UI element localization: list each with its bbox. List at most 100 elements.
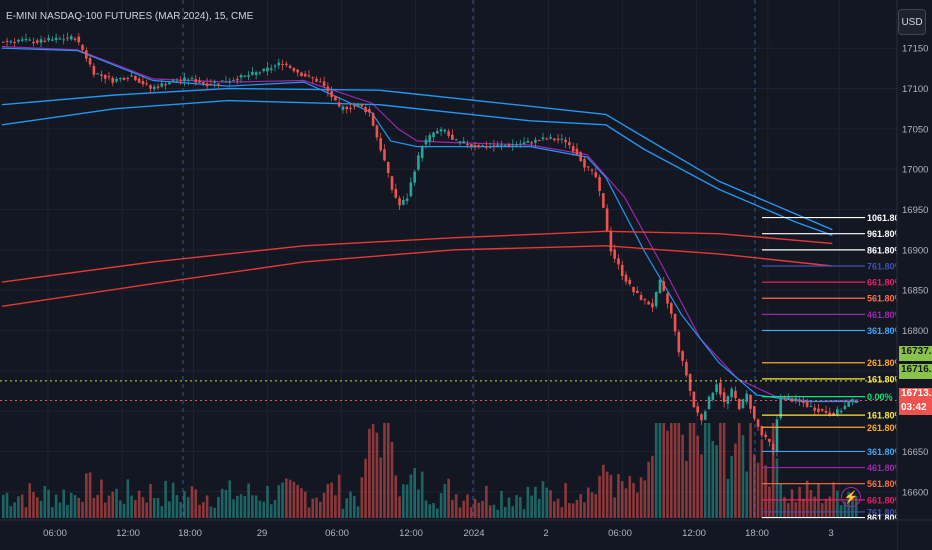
volume-bar [2,494,5,518]
candle-body [530,142,533,144]
candle-body [341,106,345,110]
candle-body [356,103,360,107]
volume-bar [590,492,594,518]
candle-body [103,74,107,79]
volume-bar [17,496,20,518]
x-tick-label: 06:00 [608,528,632,539]
candle-body [405,198,409,201]
volume-bar [402,484,405,518]
volume-bar [843,501,847,518]
volume-bar [552,501,556,518]
candle-body [371,113,375,126]
volume-bar [443,484,447,518]
candle-body [130,75,133,77]
volume-bar [311,498,315,518]
volume-bar [20,494,24,518]
countdown-tag: 03:42 [899,402,932,415]
volume-bar [130,495,133,518]
candle-body [575,148,579,155]
candle-body [5,40,9,42]
volume-bar [771,423,775,518]
volume-bar [368,428,371,518]
volume-bar [756,462,760,518]
candle-body [115,78,118,82]
volume-bar [703,423,707,518]
volume-bar [160,506,164,518]
volume-bar [77,497,81,518]
volume-bar [594,494,598,518]
candle-body [62,39,65,41]
candle-body [832,413,835,416]
volume-bar [564,483,567,518]
candle-body [322,81,326,86]
volume-bar [202,502,205,518]
volume-bar [107,495,111,518]
fib-level-label: 861.80% [867,513,903,523]
candle-body [224,81,228,83]
fib-level-label: 1061.80% [867,213,908,223]
candle-body [345,106,349,110]
candle-body [658,279,662,294]
candle-body [779,398,783,419]
volume-bar [500,490,503,518]
volume-bar [285,478,288,518]
candle-body [134,76,137,81]
candle-body [409,182,413,197]
volume-bar [613,497,616,518]
volume-bar [73,495,77,518]
volume-bar [666,430,669,518]
x-tick-label: 2 [543,528,548,539]
currency-button[interactable]: USD [898,9,926,35]
candle-body [213,81,216,83]
volume-bar [760,439,764,518]
candle-body [730,388,733,398]
volume-bar [334,495,337,518]
candle-body [32,41,35,44]
candle-body [854,401,858,403]
volume-bar [605,471,609,518]
candle-body [654,291,658,307]
volume-bar [220,488,224,518]
candle-body [220,80,224,82]
volume-bar [462,500,466,518]
candle-body [152,86,156,90]
fib-level-label: 761.80% [867,507,903,517]
candle-body [2,41,5,43]
candle-body [802,401,805,404]
volume-bar [69,492,73,518]
x-tick-label: 29 [257,528,268,539]
volume-bar [183,491,186,518]
lightning-icon[interactable]: ⚡ [841,487,861,507]
volume-bar [413,468,416,518]
volume-bar [432,503,435,518]
volume-bar [428,504,432,518]
candle-body [107,76,111,78]
volume-bar [394,475,398,518]
candle-body [590,169,594,171]
volume-bar [217,496,220,518]
candle-body [571,146,575,152]
x-tick-label: 12:00 [682,528,706,539]
candle-body [137,78,141,83]
volume-bar [145,502,149,518]
candle-body [183,77,186,82]
volume-bar [390,441,394,518]
candle-body [586,166,590,168]
volume-bar [39,500,43,518]
candle-body [35,40,39,43]
y-tick-label: 16600 [902,487,928,498]
volume-bar [58,502,62,518]
candle-body [66,37,69,39]
candle-body [469,144,473,147]
candle-body [205,83,209,87]
candle-body [851,399,854,403]
candle-body [202,81,205,84]
candle-body [737,399,741,410]
candle-body [522,142,526,145]
candle-body [707,396,711,410]
y-tick-label: 16850 [902,286,928,297]
ma-line-ema_blue_200_upper [1,87,833,231]
candle-body [28,39,32,41]
volume-bar [315,497,318,518]
